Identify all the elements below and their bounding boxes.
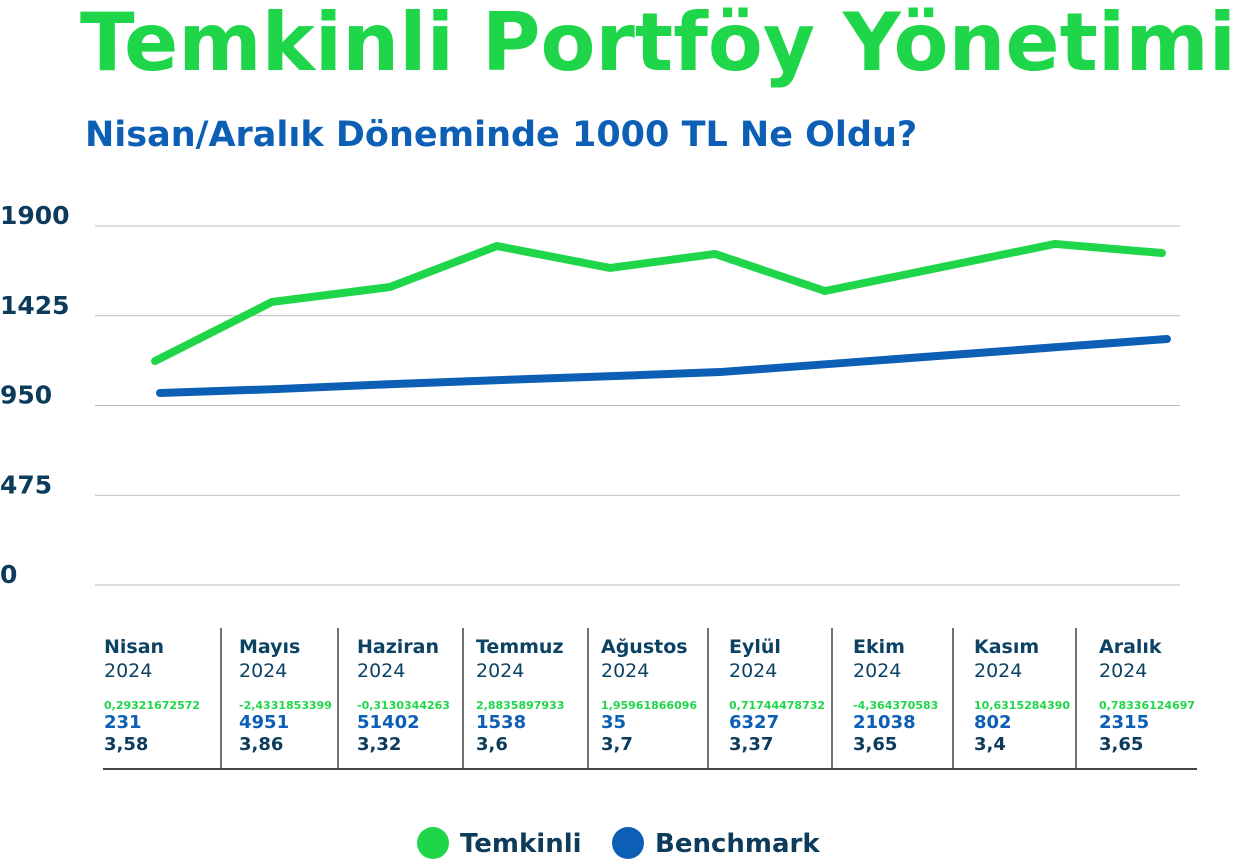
return-value: 2,8835897933	[476, 699, 564, 712]
month-label: Ağustos	[601, 636, 688, 658]
year-label: 2024	[729, 660, 777, 682]
month-label: Eylül	[729, 636, 781, 658]
y-tick-label: 1900	[0, 201, 70, 230]
return-value: 0,71744478732	[729, 699, 825, 712]
legend-swatch	[417, 827, 449, 859]
legend-label: Benchmark	[655, 829, 820, 859]
blue-value: 35	[601, 712, 626, 733]
blue-value: 51402	[357, 712, 420, 733]
dark-value: 3,65	[853, 734, 897, 755]
y-tick-label: 0	[0, 560, 17, 589]
y-tick-label: 475	[0, 470, 52, 499]
dark-value: 3,58	[104, 734, 148, 755]
y-tick-label: 950	[0, 381, 52, 410]
year-label: 2024	[104, 660, 152, 682]
month-label: Temmuz	[476, 636, 564, 658]
dark-value: 3,7	[601, 734, 633, 755]
line-series	[156, 334, 1171, 398]
dark-value: 3,65	[1099, 734, 1143, 755]
dark-value: 3,32	[357, 734, 401, 755]
year-label: 2024	[1099, 660, 1147, 682]
chart-title: Temkinli Portföy Yönetimi	[80, 0, 1233, 89]
year-label: 2024	[476, 660, 524, 682]
blue-value: 2315	[1099, 712, 1149, 733]
dark-value: 3,37	[729, 734, 773, 755]
chart-subtitle: Nisan/Aralık Döneminde 1000 TL Ne Oldu?	[85, 115, 917, 155]
blue-value: 6327	[729, 712, 779, 733]
month-label: Aralık	[1099, 636, 1162, 658]
legend-swatch	[612, 827, 644, 859]
return-value: -0,3130344263	[357, 699, 450, 712]
month-label: Ekim	[853, 636, 905, 658]
year-label: 2024	[853, 660, 901, 682]
year-label: 2024	[239, 660, 287, 682]
month-label: Nisan	[104, 636, 164, 658]
year-label: 2024	[974, 660, 1022, 682]
blue-value: 802	[974, 712, 1012, 733]
blue-value: 4951	[239, 712, 289, 733]
month-label: Haziran	[357, 636, 439, 658]
return-value: -4,364370583	[853, 699, 938, 712]
return-value: 0,78336124697	[1099, 699, 1195, 712]
return-value: 10,6315284390	[974, 699, 1070, 712]
year-label: 2024	[601, 660, 649, 682]
month-label: Mayıs	[239, 636, 300, 658]
line-series	[151, 239, 1166, 366]
legend-label: Temkinli	[460, 829, 582, 859]
dark-value: 3,4	[974, 734, 1006, 755]
dark-value: 3,86	[239, 734, 283, 755]
month-label: Kasım	[974, 636, 1039, 658]
return-value: 0,29321672572	[104, 699, 200, 712]
return-value: 1,95961866096	[601, 699, 697, 712]
year-label: 2024	[357, 660, 405, 682]
blue-value: 231	[104, 712, 142, 733]
dark-value: 3,6	[476, 734, 508, 755]
blue-value: 1538	[476, 712, 526, 733]
blue-value: 21038	[853, 712, 916, 733]
return-value: -2,4331853399	[239, 699, 332, 712]
y-tick-label: 1425	[0, 291, 70, 320]
